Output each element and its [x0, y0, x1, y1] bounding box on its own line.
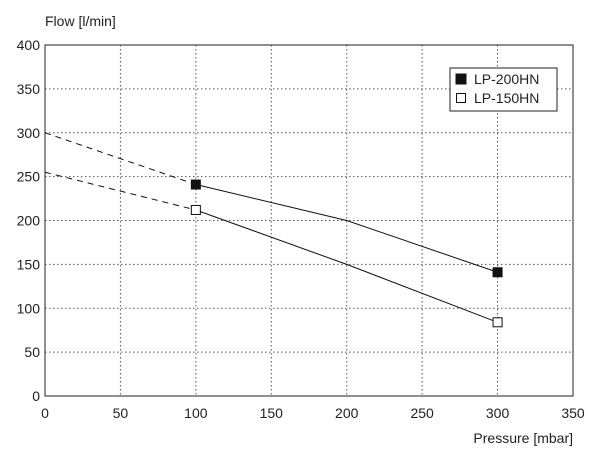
data-point-lp-150hn — [492, 317, 503, 328]
legend-label-lp-200hn: LP-200HN — [474, 71, 539, 87]
x-tick-label: 50 — [113, 405, 129, 421]
y-tick-label: 200 — [17, 213, 41, 229]
grid — [45, 45, 573, 396]
y-tick-label: 0 — [32, 388, 40, 404]
x-axis-label: Pressure [mbar] — [473, 430, 573, 446]
y-tick-label: 300 — [17, 125, 41, 141]
series-line-lp-150hn — [195, 209, 498, 323]
y-tick-label: 100 — [17, 300, 41, 316]
x-tick-label: 100 — [184, 405, 208, 421]
data-point-lp-200hn — [492, 267, 503, 278]
legend-marker-lp-150hn — [456, 93, 466, 103]
plot-frame — [44, 44, 574, 397]
series — [44, 132, 503, 328]
extrapolation-line-lp-150hn — [44, 171, 196, 211]
x-tick-label: 200 — [335, 405, 359, 421]
legend-label-lp-150hn: LP-150HN — [474, 90, 539, 106]
y-tick-label: 400 — [17, 37, 41, 53]
data-point-lp-150hn — [190, 204, 201, 215]
x-tick-label: 150 — [260, 405, 284, 421]
y-tick-label: 150 — [17, 256, 41, 272]
x-tick-label: 250 — [410, 405, 434, 421]
series-line-lp-200hn — [195, 184, 498, 273]
y-tick-label: 50 — [24, 344, 40, 360]
legend-box — [449, 67, 558, 112]
x-tick-label: 300 — [486, 405, 510, 421]
y-tick-label: 350 — [17, 81, 41, 97]
x-tick-label: 0 — [41, 405, 49, 421]
extrapolation-line-lp-200hn — [44, 132, 197, 185]
axis-ticks: 0 50 100 150 200 250 300 350 0 50 100 150 200 250 300 3… — [17, 37, 585, 421]
x-tick-label: 350 — [561, 405, 585, 421]
data-point-lp-200hn — [190, 179, 201, 190]
legend-marker-lp-200hn — [455, 73, 467, 85]
legend: LP-200HN LP-150HN — [449, 67, 558, 112]
y-axis-label: Flow [l/min] — [45, 13, 116, 29]
y-tick-label: 250 — [17, 169, 41, 185]
